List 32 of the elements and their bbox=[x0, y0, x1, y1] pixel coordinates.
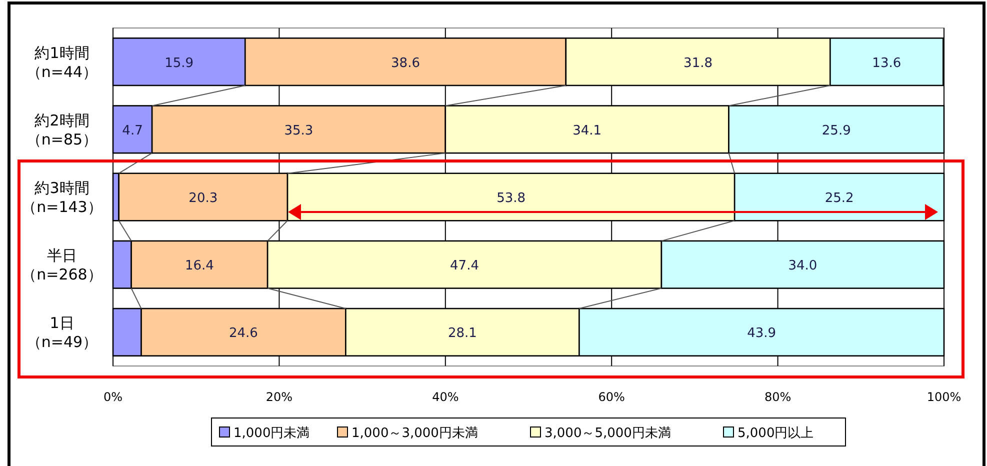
y-tick-label: 約3時間（n=143） bbox=[22, 179, 102, 216]
data-label: 38.6 bbox=[391, 56, 420, 71]
data-label: 25.9 bbox=[822, 123, 851, 138]
legend-label: 5,000円以上 bbox=[738, 426, 814, 441]
data-label: 25.2 bbox=[824, 191, 854, 206]
data-label: 31.8 bbox=[684, 56, 712, 71]
data-label: 15.9 bbox=[164, 56, 194, 71]
x-tick-label: 60% bbox=[598, 390, 625, 404]
x-tick-label: 80% bbox=[764, 390, 792, 404]
data-label: 13.6 bbox=[872, 56, 902, 71]
y-tick-label: 1日（n=49） bbox=[26, 314, 98, 352]
legend-label: 1,000円未満 bbox=[234, 426, 310, 441]
data-label: 53.8 bbox=[496, 191, 526, 206]
legend-label: 1,000～3,000円未満 bbox=[352, 426, 478, 441]
x-tick-label: 0% bbox=[103, 390, 123, 404]
data-label: 28.1 bbox=[448, 326, 477, 342]
data-label: 34.0 bbox=[788, 258, 818, 274]
y-tick-label: 約2時間（n=85） bbox=[26, 111, 98, 148]
x-tick-label: 100% bbox=[926, 390, 962, 404]
x-tick-label: 40% bbox=[432, 390, 459, 404]
legend-label: 3,000～5,000円未満 bbox=[544, 426, 671, 441]
x-tick-label: 20% bbox=[266, 390, 293, 404]
data-label: 34.1 bbox=[572, 123, 602, 138]
y-tick-label: 約1時間（n=44） bbox=[26, 44, 98, 81]
data-label: 20.3 bbox=[188, 191, 218, 206]
data-label: 43.9 bbox=[747, 326, 776, 342]
y-tick-label: 半日（n=268） bbox=[22, 246, 102, 284]
data-label: 35.3 bbox=[284, 123, 314, 138]
data-label: 16.4 bbox=[184, 258, 214, 274]
data-label: 24.6 bbox=[228, 326, 258, 342]
data-label: 4.7 bbox=[122, 123, 143, 138]
data-label: 47.4 bbox=[450, 258, 479, 274]
